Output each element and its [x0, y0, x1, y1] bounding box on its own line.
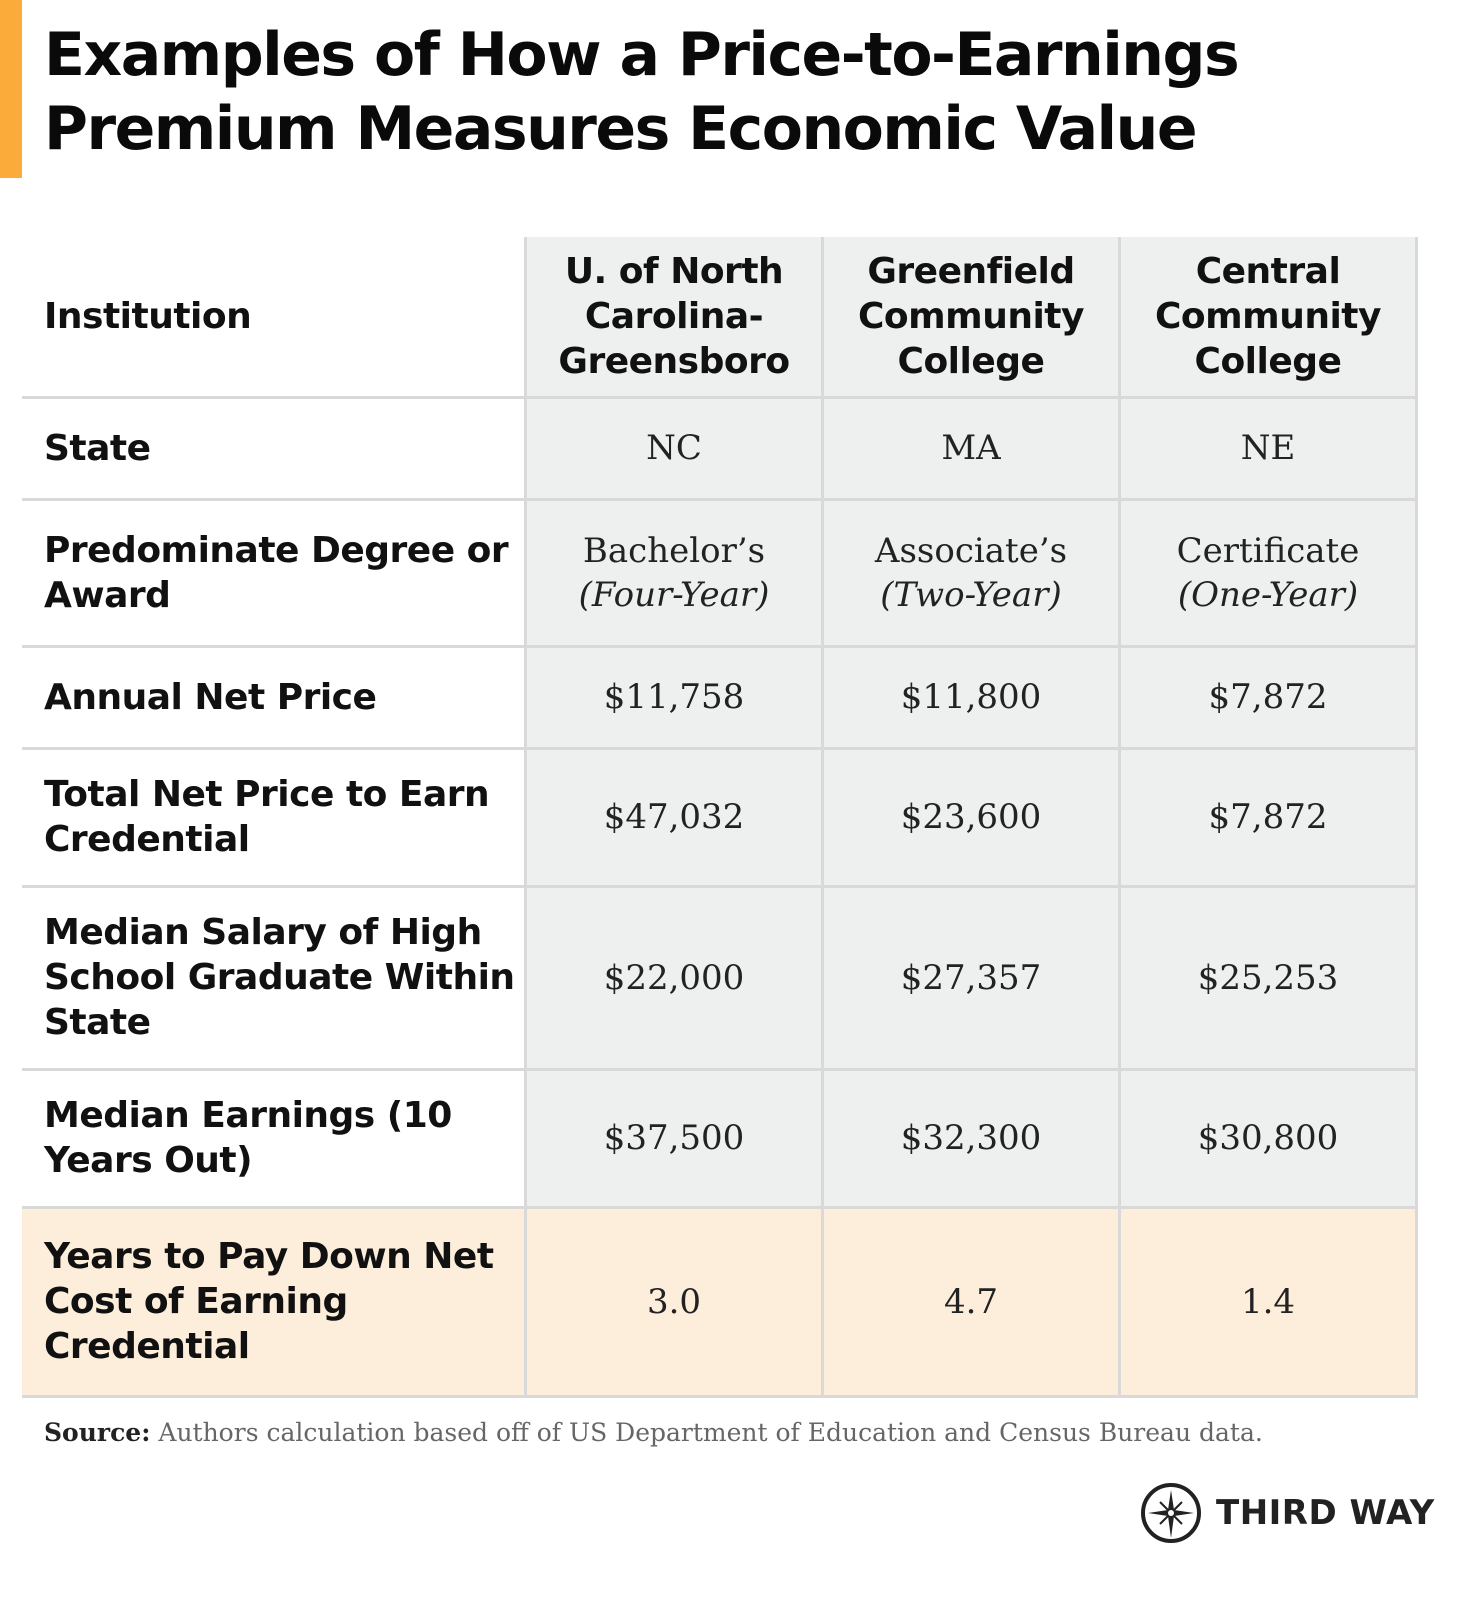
cell-text: $25,253 [1197, 957, 1339, 998]
cell-value: Bachelor’s (Four-Year) [524, 499, 823, 648]
source-note: Source: Authors calculation based off of… [44, 1418, 1263, 1447]
row-label: Total Net Price to Earn Credential [22, 748, 526, 888]
cell-text: $7,872 [1208, 677, 1328, 717]
row-annual-net-price: Annual Net Price $11,758 $11,800 $7,872 [22, 646, 1418, 750]
cell-value: $23,600 [821, 748, 1120, 888]
cell-value: Certificate (One-Year) [1118, 499, 1418, 648]
cell-subtext: (Four-Year) [578, 574, 770, 615]
cell-value: $37,500 [524, 1069, 823, 1209]
cell-value: $11,800 [821, 646, 1120, 750]
row-label: Median Earnings (10 Years Out) [22, 1069, 526, 1209]
row-label: Predominate Degree or Award [22, 499, 526, 648]
cell-text: $11,758 [603, 677, 745, 717]
table-body: State NC MA NE Predominate Degree or Award Ba… [22, 397, 1418, 1398]
cell-value: $27,357 [821, 886, 1120, 1071]
cell-subtext: (Two-Year) [880, 574, 1062, 615]
cell-value: $11,758 [524, 646, 823, 750]
cell-value: MA [821, 397, 1120, 501]
cell-value: $25,253 [1118, 886, 1418, 1071]
cell-value: 1.4 [1118, 1207, 1418, 1398]
cell-text: 4.7 [943, 1281, 999, 1322]
row-label: Median Salary of High School Graduate Wi… [22, 886, 526, 1071]
row-median-hs-salary: Median Salary of High School Graduate Wi… [22, 886, 1418, 1071]
page-title: Examples of How a Price-to-Earnings Prem… [44, 18, 1240, 166]
cell-text: NE [1240, 428, 1296, 468]
cell-value: NE [1118, 397, 1418, 501]
cell-text: $47,032 [603, 797, 745, 837]
cell-text: Certificate [1176, 530, 1360, 571]
third-way-logo: THIRD WAY [1140, 1482, 1435, 1544]
title-line-2: Premium Measures Economic Value [44, 94, 1198, 164]
header-institution: Institution [22, 237, 526, 399]
row-state: State NC MA NE [22, 397, 1418, 501]
cell-text: $27,357 [900, 957, 1042, 998]
cell-text: $22,000 [603, 957, 745, 998]
header-uncg: U. of North Carolina-Greensboro [524, 237, 823, 399]
row-median-earnings: Median Earnings (10 Years Out) $37,500 $32… [22, 1069, 1418, 1209]
cell-text: $30,800 [1197, 1118, 1339, 1158]
comparison-table: Institution U. of North Carolina-Greensb… [22, 237, 1418, 1398]
cell-value: $30,800 [1118, 1069, 1418, 1209]
cell-text: $7,872 [1208, 797, 1328, 837]
cell-value: 4.7 [821, 1207, 1120, 1398]
row-degree: Predominate Degree or Award Bachelor’s (Fo… [22, 499, 1418, 648]
header-central: Central Community College [1118, 237, 1418, 399]
header-row: Institution U. of North Carolina-Greensb… [22, 237, 1418, 399]
cell-value: $7,872 [1118, 646, 1418, 750]
cell-text: $23,600 [900, 797, 1042, 837]
cell-text: Associate’s [874, 530, 1068, 571]
row-label: Years to Pay Down Net Cost of Earning Cr… [22, 1207, 526, 1398]
cell-value: NC [524, 397, 823, 501]
compass-icon [1141, 1483, 1201, 1543]
row-label: Annual Net Price [22, 646, 526, 750]
cell-text: NC [646, 428, 702, 468]
cell-text: MA [941, 428, 1001, 468]
cell-value: $22,000 [524, 886, 823, 1071]
cell-text: $11,800 [900, 677, 1042, 717]
cell-value: $7,872 [1118, 748, 1418, 888]
cell-value: $47,032 [524, 748, 823, 888]
accent-bar [0, 0, 22, 178]
cell-value: Associate’s (Two-Year) [821, 499, 1120, 648]
header-greenfield: Greenfield Community College [821, 237, 1120, 399]
source-label: Source: [44, 1418, 151, 1447]
cell-value: 3.0 [524, 1207, 823, 1398]
cell-text: 1.4 [1240, 1281, 1296, 1322]
row-years-to-pay-down: Years to Pay Down Net Cost of Earning Cr… [22, 1207, 1418, 1398]
cell-text: Bachelor’s [582, 530, 766, 571]
title-line-1: Examples of How a Price-to-Earnings [44, 20, 1240, 90]
cell-text: $37,500 [603, 1118, 745, 1158]
cell-subtext: (One-Year) [1177, 574, 1359, 615]
row-label: State [22, 397, 526, 501]
row-total-net-price: Total Net Price to Earn Credential $47,03… [22, 748, 1418, 888]
logo-text: THIRD WAY [1216, 1493, 1435, 1533]
cell-value: $32,300 [821, 1069, 1120, 1209]
cell-text: 3.0 [646, 1281, 702, 1322]
cell-text: $32,300 [900, 1118, 1042, 1158]
source-text: Authors calculation based off of US Depa… [150, 1418, 1263, 1447]
